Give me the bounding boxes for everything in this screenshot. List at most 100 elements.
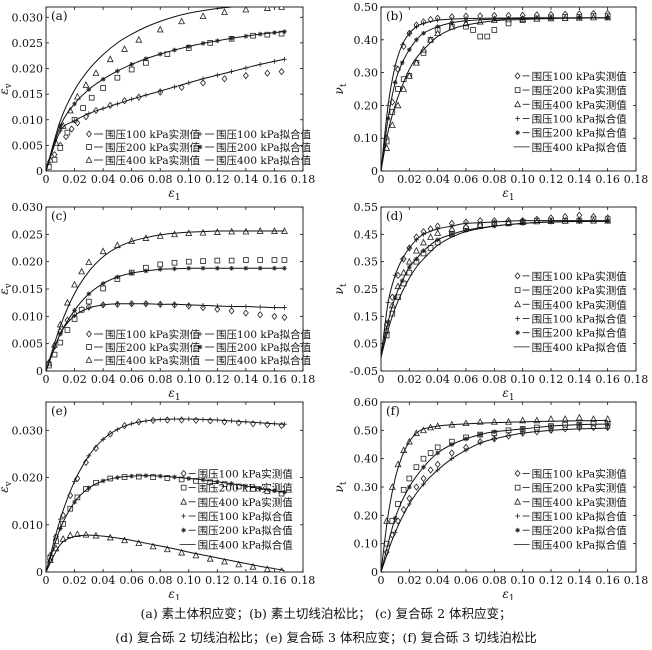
fit-marker [435,226,441,232]
fit-marker [200,265,206,271]
fit-marker [257,62,263,67]
data-point [476,220,484,228]
legend-label: 围压100 kPa实测值 [532,70,628,83]
data-point [121,536,128,544]
x-tick-label: 0.06 [119,373,144,386]
fit-marker [72,118,77,124]
x-axis-label-base: ε [502,587,508,600]
data-point [448,449,455,457]
fit-line [46,7,239,171]
legend-marker [86,330,92,338]
fit-marker [157,51,163,57]
x-tick-label: 0.10 [510,373,535,386]
fit-marker [449,223,455,229]
fit-marker [157,88,163,94]
data-point [434,229,442,236]
fit-marker [57,516,63,522]
legend-label: 围压200 kPa拟合值 [532,327,628,340]
y-axis-label-sub: v [4,480,14,487]
fit-marker [406,264,412,270]
data-point [100,85,106,91]
fit-marker [243,419,249,425]
x-axis-label-sub: 1 [175,193,181,203]
fit-marker [129,270,135,276]
legend-label: 围压400 kPa实测值 [105,154,201,167]
x-axis-label: ε1 [502,386,514,403]
y-axis-label-sub: v [4,282,14,289]
data-point [242,7,250,13]
panel-label: (c) [51,209,67,223]
fit-marker [157,473,163,479]
x-tick-label: 0.18 [624,173,649,186]
data-point [207,479,213,486]
legend-marker [85,156,93,163]
data-point [405,257,413,265]
data-point [199,12,207,20]
legend-label: 围压400 kPa实测值 [105,354,201,367]
data-point [400,85,408,92]
x-tick-label: 0.16 [262,373,287,386]
fit-marker [200,477,206,483]
fit-marker [214,38,220,44]
data-point [221,481,228,487]
data-point [434,29,442,37]
y-tick-label: 0.45 [354,228,379,241]
fit-marker [282,29,287,34]
fit-marker [406,30,412,36]
data-point [46,164,52,170]
legend-label: 围压200 kPa实测值 [532,284,628,297]
caption-line-2: (d) 复合砾 2 切线泊松比；(e) 复合砾 3 体积应变；(f) 复合砾 3… [115,630,537,645]
data-point [163,545,171,553]
x-tick-label: 0 [378,373,385,386]
y-tick-label: 0.40 [354,34,379,47]
data-point [57,339,64,346]
data-point [388,483,396,490]
fit-marker [449,442,455,447]
fit-marker [477,432,483,437]
data-point [200,258,206,264]
data-point [83,458,89,467]
fit-marker [229,418,235,424]
chart-panel: 0 0.02 0.04 0.06 0.08 0.10 0.12 0.14 0.16 0.18 0 0.… [0,201,315,403]
data-point [171,230,178,238]
fit-line [46,230,285,371]
data-point [412,58,420,66]
fit-marker [86,87,92,92]
data-point [264,421,271,429]
fit-marker [272,30,277,36]
legend-marker [180,497,188,505]
fit-marker [100,76,106,82]
y-tick-label: 0 [36,165,43,178]
data-point [86,298,92,305]
legend-marker [515,330,520,336]
legend-label: 围压100 kPa拟合值 [532,312,628,325]
fit-marker [272,265,277,271]
y-tick-label: 0.50 [354,1,379,14]
x-axis-label: ε1 [502,186,514,203]
x-tick-label: 0 [43,373,50,386]
x-tick-label: 0.08 [482,574,507,587]
fit-marker [186,265,192,271]
data-point [64,129,71,136]
data-point [242,72,249,80]
y-axis-label-sub: t [339,83,349,87]
x-tick-label: 0.04 [91,574,116,587]
data-point [178,17,186,25]
y-tick-label: 0 [36,566,43,579]
fit-marker [57,526,63,531]
x-tick-label: 0.10 [177,173,202,186]
data-point [185,258,192,265]
fit-marker [243,65,249,71]
data-point [243,257,249,263]
fit-marker [449,231,455,237]
plot-area [46,7,287,171]
legend-marker [180,484,187,491]
data-point [92,69,100,76]
fit-marker [129,473,135,479]
data-point [221,557,228,565]
x-axis-label: ε1 [168,186,180,203]
fit-marker [399,42,405,48]
data-point [192,551,200,559]
x-tick-label: 0.02 [62,373,87,386]
data-point [185,229,193,237]
